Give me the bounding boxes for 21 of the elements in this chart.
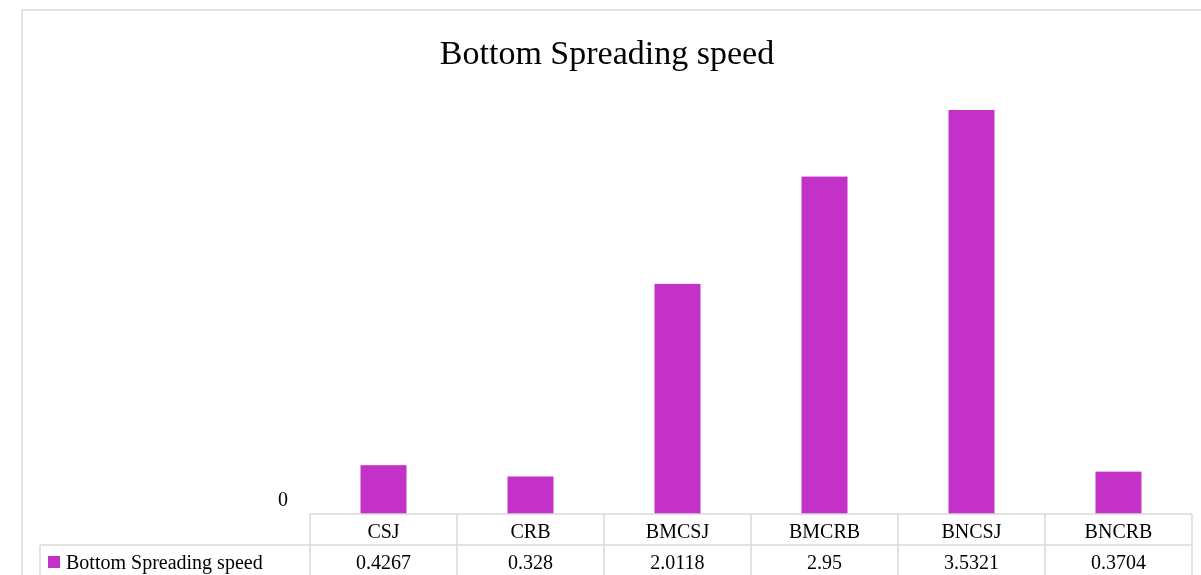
x-tick-label: BNCRB bbox=[1084, 520, 1153, 542]
x-tick-label: BMCRB bbox=[788, 520, 861, 542]
text: 0 bbox=[278, 488, 288, 510]
bar bbox=[507, 476, 554, 514]
x-tick-label: CRB bbox=[510, 520, 551, 542]
legend-label: Bottom Spreading speed bbox=[66, 551, 263, 574]
x-tick-label: CSJ bbox=[367, 520, 400, 542]
bar bbox=[801, 176, 848, 514]
chart-title: Bottom Spreading speed bbox=[439, 34, 775, 71]
x-tick-label: BMCSJ bbox=[645, 520, 710, 542]
bar bbox=[654, 283, 701, 514]
data-label: 2.95 bbox=[807, 551, 842, 573]
bar bbox=[360, 465, 407, 514]
data-label: 0.328 bbox=[508, 551, 553, 573]
bar bbox=[1095, 471, 1142, 514]
data-label: 0.3704 bbox=[1091, 551, 1146, 573]
data-label: 2.0118 bbox=[650, 551, 705, 573]
bar bbox=[948, 110, 995, 514]
data-label: 0.4267 bbox=[356, 551, 411, 573]
x-tick-label: BNCSJ bbox=[941, 520, 1002, 542]
data-label: 3.5321 bbox=[944, 551, 999, 573]
